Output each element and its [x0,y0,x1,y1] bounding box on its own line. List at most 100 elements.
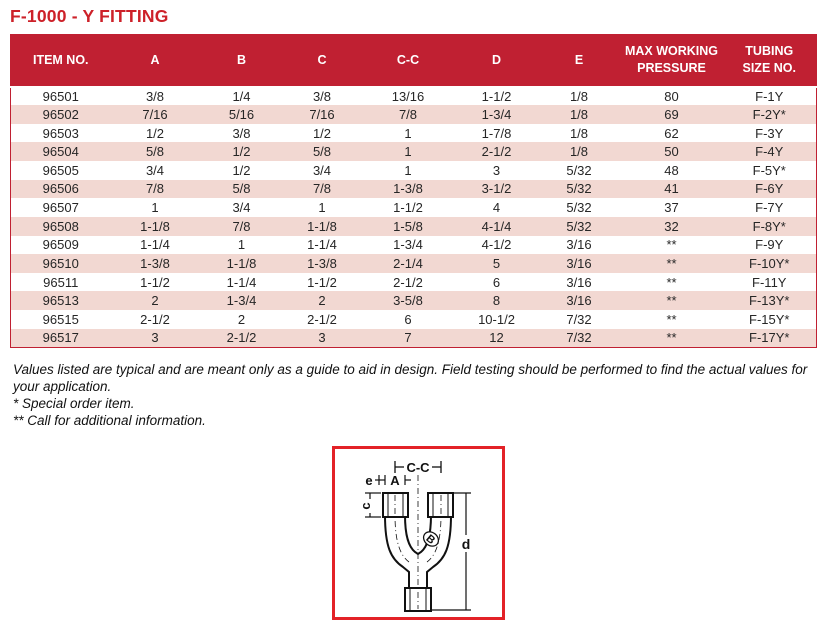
table-row: 96503 1/2 3/8 1/2 1 1-7/8 1/8 62 F-3Y [11,124,817,143]
table-cell: 96517 [42,330,79,346]
table-cell: 1 [404,144,412,160]
fitting-spec-table: ITEM NO. A B C C-C D E MAX WORKING PRESSURE TUBIN… [10,34,817,348]
table-cell: F-6Y [755,181,784,197]
table-cell: 1 [404,162,412,178]
table-cell: ** [666,255,677,271]
table-cell: 2 [151,293,159,309]
table-cell: 5/16 [228,106,255,122]
table-cell: 7/32 [566,330,592,346]
table-cell: F-10Y* [749,255,790,271]
table-cell: 5/32 [566,200,592,216]
table-cell: 3/8 [145,88,165,104]
table-cell: 1-3/4 [393,237,423,253]
table-cell: 2 [237,311,246,327]
column-header: ITEM NO. [10,34,111,88]
table-cell: 7/16 [309,106,335,122]
table-cell: 7/16 [142,106,168,122]
table-cell: 3 [318,330,326,346]
footnote-disclaimer: Values listed are typical and are meant … [13,362,808,394]
centerline-left-tube [394,495,410,563]
table-cell: 3 [151,330,159,346]
table-cell: F-3Y [755,125,784,141]
table-cell: 1-1/4 [307,237,337,253]
table-cell: 1/4 [232,88,251,104]
table-cell: 2-1/2 [226,330,257,346]
table-cell: 7 [404,330,412,346]
table-cell: 3/8 [312,88,332,104]
table-cell: 96508 [42,218,79,234]
table-cell: 3/16 [566,293,592,309]
table-cell: 48 [664,162,679,178]
table-cell: 1-3/4 [481,106,512,122]
table-cell: 3-5/8 [393,293,423,309]
table-cell: 1/2 [232,162,251,178]
table-cell: F-11Y [752,274,787,290]
table-cell: 1/8 [569,125,589,141]
table-cell: ** [666,237,677,253]
table-cell: F-13Y* [749,293,790,309]
table-cell: 37 [664,200,679,216]
table-cell: 5/8 [312,144,332,160]
table-cell: ** [666,330,677,346]
centerline-right-tube [426,495,442,563]
table-row: 96511 1-1/2 1-1/4 1-1/2 2-1/2 6 3/16 ** F-11Y [11,273,817,292]
table-cell: 4 [492,200,501,216]
table-cell: 4-1/2 [481,237,512,253]
table-row: 96515 2-1/2 2 2-1/2 6 10-1/2 7/32 ** F-15Y* [11,310,817,329]
table-cell: 3-1/2 [481,181,512,197]
table-cell: 3/16 [566,237,592,253]
table-cell: 6 [404,311,412,327]
table-cell: 96502 [42,106,79,122]
table-cell: 13/16 [391,88,425,104]
table-cell: F-1Y [755,88,784,104]
table-cell: F-8Y* [752,218,786,234]
table-cell: 5/8 [145,144,165,160]
column-header: A [110,34,200,88]
dim-label-a: A [390,473,400,488]
table-cell: 80 [664,88,679,104]
table-cell: ** [666,311,677,327]
table-cell: 1-1/8 [226,255,257,271]
dim-label-c: c [358,502,373,509]
table-cell: 96506 [42,181,79,197]
table-cell: 96510 [42,255,79,271]
table-row: 96509 1-1/4 1 1-1/4 1-3/4 4-1/2 3/16 ** F-9Y [11,236,817,255]
table-cell: F-5Y* [752,162,786,178]
table-cell: 1 [318,200,326,216]
table-cell: 7/8 [398,106,418,122]
table-cell: 8 [492,293,501,309]
table-cell: 3/4 [232,200,251,216]
right-collar [427,492,454,518]
table-header: ITEM NO. A B C C-C D E MAX WORKING PRESSURE TUBIN… [10,34,817,88]
table-cell: 7/32 [566,311,592,327]
table-cell: 2-1/2 [393,274,423,290]
column-header: MAX WORKING PRESSURE [620,34,723,88]
dim-label-cc: C-C [406,460,430,475]
table-cell: 96503 [42,125,79,141]
table-cell: 62 [664,125,679,141]
table-cell: 1/2 [232,144,251,160]
table-cell: 96511 [43,274,79,290]
table-row: 96506 7/8 5/8 7/8 1-3/8 3-1/2 5/32 41 F-6Y [10,179,817,199]
table-cell: 32 [664,218,679,234]
table-cell: 5/32 [566,218,592,234]
table-cell: 5 [492,255,501,271]
table-cell: F-17Y* [749,330,790,346]
table-cell: ** [666,293,677,309]
y-fitting-diagram-box: C-C e A c d B [332,446,505,620]
fitting-body-outline [383,514,453,590]
page-title: F-1000 - Y FITTING [10,6,169,26]
table-cell: 1/2 [312,125,332,141]
table-cell: 3/16 [566,255,592,271]
table-cell: 1-3/4 [226,293,257,309]
table-cell: F-9Y [755,237,784,253]
column-header: E [537,34,621,88]
table-cell: 96504 [42,144,79,160]
table-cell: 1 [151,200,159,216]
table-cell: 10-1/2 [478,311,515,327]
table-cell: 7/8 [312,181,332,197]
table-cell: 1 [237,237,246,253]
table-cell: 1-3/8 [307,255,337,271]
column-header: B [199,34,284,88]
table-row: 96504 5/8 1/2 5/8 1 2-1/2 1/8 50 F-4Y [10,142,817,161]
